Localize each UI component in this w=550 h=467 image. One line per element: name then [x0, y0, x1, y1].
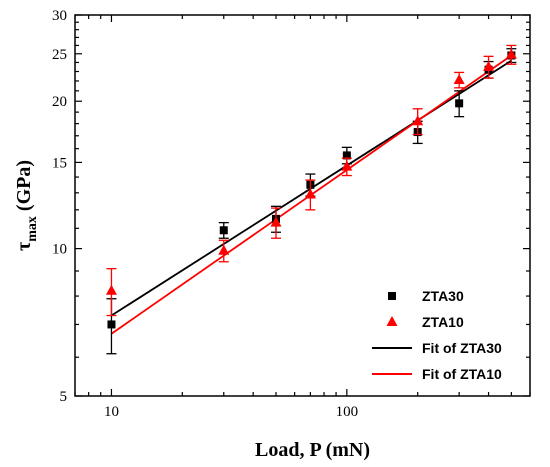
- data-point-triangle: [505, 48, 517, 59]
- legend-marker-square: [388, 292, 396, 300]
- y-tick-label: 15: [52, 155, 67, 171]
- data-point-triangle: [270, 216, 282, 227]
- legend-label: Fit of ZTA10: [422, 366, 502, 382]
- legend-marker-triangle: [386, 316, 398, 326]
- legend-label: Fit of ZTA30: [422, 340, 502, 356]
- data-point-triangle: [218, 244, 230, 255]
- data-point-triangle: [105, 284, 117, 295]
- y-tick-label: 5: [60, 389, 68, 405]
- legend-label: ZTA30: [422, 288, 464, 304]
- x-tick-label: 100: [336, 404, 359, 420]
- data-point-square: [455, 99, 464, 108]
- y-axis-title-unit: (GPa): [13, 160, 35, 216]
- y-axis-title-subscript: max: [25, 216, 40, 242]
- data-point-square: [342, 151, 351, 160]
- legend: ZTA30 ZTA10 Fit of ZTA30 Fit of ZTA10: [372, 288, 502, 382]
- x-tick-label: 10: [104, 404, 119, 420]
- data-point-triangle: [483, 60, 495, 71]
- x-axis-title: Load, P (mN): [255, 439, 370, 461]
- data-point-triangle: [341, 160, 353, 171]
- data-point-square: [107, 320, 116, 329]
- plot-frame: [74, 14, 531, 397]
- y-axis-title-symbol: τ: [13, 242, 35, 251]
- data-point-triangle: [304, 188, 316, 199]
- y-tick-label: 25: [52, 47, 67, 63]
- y-axis-title: τmax (GPa): [13, 160, 40, 251]
- y-tick-label: 20: [52, 94, 67, 110]
- y-tick-label: 30: [52, 8, 67, 24]
- data-point-square: [219, 226, 228, 235]
- axes: 10 100 5 10 15 20 25 30 Load, P (mN) τmax (GPa): [13, 8, 531, 461]
- y-tick-label: 10: [52, 242, 67, 258]
- legend-label: ZTA10: [422, 314, 464, 330]
- data-point-triangle: [453, 73, 465, 84]
- data-point-triangle: [412, 115, 424, 126]
- plot-area: [105, 44, 517, 355]
